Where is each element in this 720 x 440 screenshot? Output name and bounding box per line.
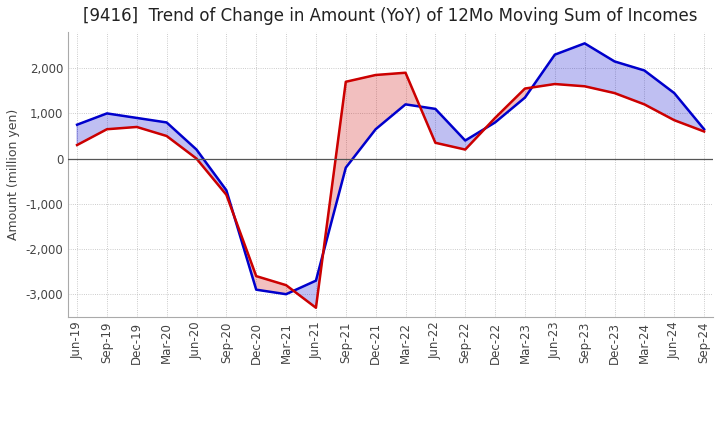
Net Income <box>461 147 469 152</box>
Net Income <box>491 115 500 121</box>
Ordinary Income <box>162 120 171 125</box>
Net Income <box>132 125 141 130</box>
Ordinary Income <box>103 111 112 116</box>
Ordinary Income <box>222 187 230 193</box>
Net Income <box>282 282 290 288</box>
Ordinary Income <box>611 59 619 64</box>
Ordinary Income <box>132 115 141 121</box>
Net Income <box>551 81 559 87</box>
Net Income <box>670 117 678 123</box>
Ordinary Income <box>580 41 589 46</box>
Ordinary Income <box>551 52 559 57</box>
Net Income <box>162 133 171 139</box>
Ordinary Income <box>700 127 708 132</box>
Net Income <box>192 156 201 161</box>
Line: Net Income: Net Income <box>77 73 704 308</box>
Ordinary Income <box>341 165 350 170</box>
Ordinary Income <box>252 287 261 292</box>
Ordinary Income <box>192 147 201 152</box>
Ordinary Income <box>372 127 380 132</box>
Ordinary Income <box>491 120 500 125</box>
Net Income <box>640 102 649 107</box>
Net Income <box>700 129 708 134</box>
Ordinary Income <box>73 122 81 127</box>
Net Income <box>401 70 410 75</box>
Ordinary Income <box>312 278 320 283</box>
Net Income <box>341 79 350 84</box>
Ordinary Income <box>431 106 440 111</box>
Ordinary Income <box>461 138 469 143</box>
Net Income <box>580 84 589 89</box>
Line: Ordinary Income: Ordinary Income <box>77 44 704 294</box>
Y-axis label: Amount (million yen): Amount (million yen) <box>7 109 20 240</box>
Net Income <box>252 274 261 279</box>
Ordinary Income <box>670 91 678 96</box>
Net Income <box>222 192 230 198</box>
Ordinary Income <box>401 102 410 107</box>
Ordinary Income <box>282 292 290 297</box>
Net Income <box>372 72 380 77</box>
Ordinary Income <box>640 68 649 73</box>
Title: [9416]  Trend of Change in Amount (YoY) of 12Mo Moving Sum of Incomes: [9416] Trend of Change in Amount (YoY) o… <box>84 7 698 25</box>
Net Income <box>521 86 529 91</box>
Net Income <box>103 127 112 132</box>
Net Income <box>611 91 619 96</box>
Net Income <box>431 140 440 146</box>
Net Income <box>312 305 320 310</box>
Legend: Ordinary Income, Net Income: Ordinary Income, Net Income <box>238 435 543 440</box>
Net Income <box>73 143 81 148</box>
Ordinary Income <box>521 95 529 100</box>
